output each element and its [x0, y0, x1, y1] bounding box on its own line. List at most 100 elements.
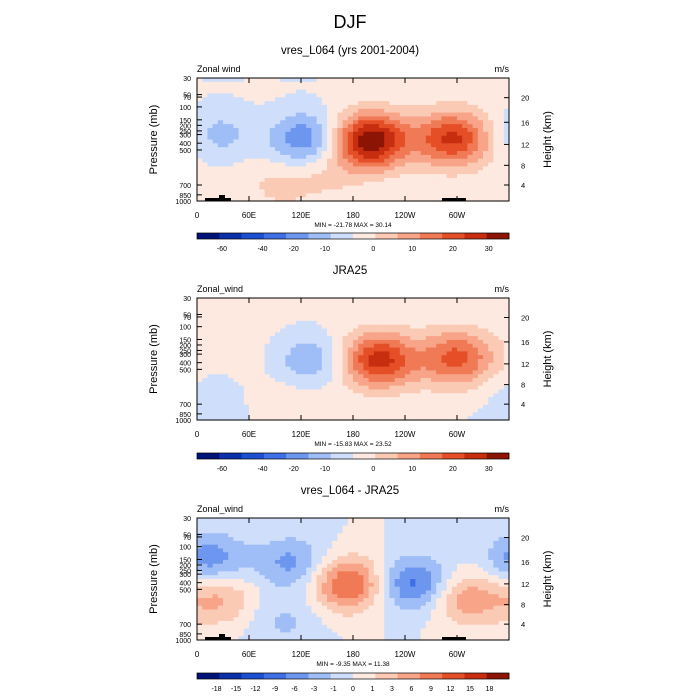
field-cell	[431, 552, 437, 557]
field-cell	[285, 185, 292, 191]
field-cell	[483, 370, 489, 375]
field-cell	[483, 347, 489, 352]
field-cell	[457, 185, 463, 191]
field-cell	[301, 370, 307, 375]
field-cell	[269, 143, 276, 148]
field-cell	[373, 571, 380, 576]
field-cell	[311, 147, 318, 152]
field-cell	[264, 347, 271, 352]
field-cell	[342, 548, 349, 553]
field-cell	[399, 366, 406, 372]
field-cell	[368, 166, 375, 171]
field-cell	[389, 385, 396, 391]
field-cell	[431, 404, 437, 410]
field-cell	[431, 166, 437, 171]
field-cell	[389, 93, 396, 98]
x-tick-label: 120W	[395, 211, 416, 220]
field-cell	[223, 181, 229, 187]
field-cell	[498, 127, 505, 133]
field-cell	[363, 408, 370, 413]
field-cell	[420, 174, 427, 179]
field-cell	[259, 521, 266, 527]
field-cell	[394, 381, 401, 387]
field-cell	[389, 556, 396, 561]
field-cell	[301, 412, 307, 417]
field-cell	[462, 525, 468, 531]
colorbar-label: 10	[408, 246, 416, 253]
field-cell	[389, 370, 396, 375]
field-cell	[379, 120, 385, 125]
field-cell	[347, 309, 354, 314]
field-cell	[436, 197, 442, 202]
field-cell	[394, 343, 401, 349]
field-cell	[243, 93, 250, 98]
field-cell	[259, 533, 266, 538]
field-cell	[332, 416, 338, 421]
field-cell	[477, 351, 484, 356]
field-cell	[363, 400, 370, 406]
field-cell	[415, 127, 422, 133]
field-cell	[394, 404, 401, 410]
field-cell	[493, 78, 500, 83]
field-cell	[264, 185, 271, 191]
field-cell	[202, 397, 208, 402]
field-cell	[457, 575, 463, 580]
field-cell	[269, 389, 276, 394]
field-cell	[254, 317, 260, 322]
field-cell	[316, 556, 323, 561]
field-cell	[212, 556, 219, 561]
field-cell	[462, 366, 468, 372]
field-cell	[353, 143, 359, 148]
field-cell	[379, 305, 385, 311]
field-cell	[332, 412, 338, 417]
field-cell	[457, 347, 463, 352]
field-cell	[373, 529, 380, 534]
field-cell	[321, 166, 328, 171]
field-cell	[353, 154, 359, 160]
field-cell	[441, 556, 448, 561]
field-cell	[311, 374, 318, 379]
field-cell	[269, 355, 276, 360]
field-cell	[451, 147, 458, 152]
field-cell	[217, 101, 224, 106]
field-cell	[353, 193, 359, 198]
field-cell	[197, 579, 203, 584]
field-cell	[228, 89, 234, 94]
field-cell	[295, 309, 302, 314]
field-cell	[212, 563, 219, 569]
field-cell	[446, 404, 453, 410]
field-cell	[379, 347, 385, 352]
field-cell	[420, 166, 427, 171]
field-cell	[264, 89, 271, 94]
field-cell	[446, 548, 453, 553]
field-cell	[358, 397, 364, 402]
field-cell	[337, 416, 344, 421]
field-cell	[295, 374, 302, 379]
field-cell	[275, 521, 281, 527]
field-cell	[467, 313, 474, 318]
field-cell	[415, 135, 422, 141]
field-cell	[451, 339, 458, 345]
field-cell	[477, 177, 484, 183]
field-cell	[238, 540, 245, 546]
field-cell	[327, 412, 333, 417]
field-cell	[368, 127, 375, 133]
field-cell	[368, 143, 375, 148]
field-cell	[446, 177, 453, 183]
field-cell	[488, 97, 494, 102]
field-cell	[223, 301, 229, 307]
field-cell	[233, 193, 240, 198]
field-cell	[353, 101, 359, 106]
field-cell	[275, 89, 281, 94]
field-cell	[373, 362, 380, 368]
field-cell	[243, 336, 250, 341]
field-cell	[238, 313, 245, 318]
field-cell	[420, 170, 427, 175]
field-cell	[462, 162, 468, 167]
field-cell	[441, 393, 448, 398]
field-cell	[327, 374, 333, 379]
field-cell	[233, 317, 240, 322]
field-cell	[441, 381, 448, 387]
field-cell	[223, 397, 229, 402]
field-cell	[249, 381, 255, 387]
